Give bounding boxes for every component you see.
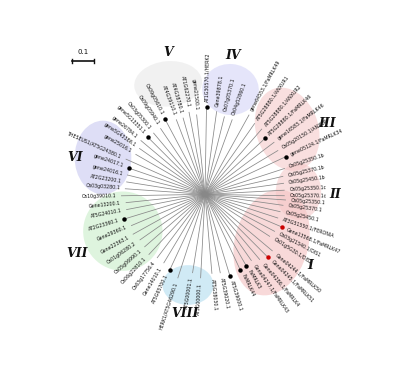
Text: II: II [330,188,341,201]
Text: Os05g25450.1: Os05g25450.1 [284,210,319,223]
Text: Os05g25350.1c: Os05g25350.1c [289,185,327,192]
Text: AT4G39110.1: AT4G39110.1 [161,84,177,116]
Text: Gene39878.1: Gene39878.1 [215,74,224,107]
Text: gene24016.1: gene24016.1 [91,164,123,176]
Text: gene5G13351.1: gene5G13351.1 [116,105,146,135]
Text: Os09g05610.1: Os09g05610.1 [144,83,165,116]
Text: Os03g21540.1/DIS1: Os03g21540.1/DIS1 [278,231,322,258]
Text: Os63g17756.4: Os63g17756.4 [131,260,156,291]
Text: Os07g05370.1: Os07g05370.1 [223,78,236,113]
Text: Gene04244.1/FaMRLK50: Gene04244.1/FaMRLK50 [274,252,322,293]
Text: AT5G00000.1: AT5G00000.1 [196,283,203,315]
Text: gene25016.1: gene25016.1 [103,134,133,154]
Text: Os04g52860.1: Os04g52860.1 [232,81,248,116]
Text: AT5G39020.1: AT5G39020.1 [219,277,230,309]
Ellipse shape [83,191,162,271]
Text: Os09g05940.1: Os09g05940.1 [136,94,160,126]
Text: AT4G38780.1: AT4G38780.1 [170,82,184,114]
Text: gene21500.1: gene21500.1 [190,78,199,110]
Text: gene24017.1: gene24017.1 [93,154,125,169]
Text: Os05g25370.1b: Os05g25370.1b [287,164,325,178]
Text: Os03g03280.1: Os03g03280.1 [85,184,120,191]
Text: Gene22363.1: Gene22363.1 [99,234,130,254]
Ellipse shape [134,61,202,107]
Text: gene05124.1/FaMRLK34: gene05124.1/FaMRLK34 [290,128,344,157]
Text: Os05g20150.1/ANXUR: Os05g20150.1/ANXUR [281,118,329,150]
Ellipse shape [276,163,321,220]
Text: Os05g25370.1: Os05g25370.1 [288,204,323,213]
Text: HERK1/AT5G46290.1: HERK1/AT5G46290.1 [159,282,179,330]
Text: Gene13568.1/FaMRLK47: Gene13568.1/FaMRLK47 [286,227,341,254]
Text: Gene04286.1/FaMRLK4: Gene04286.1/FaMRLK4 [261,262,300,307]
Ellipse shape [233,190,310,296]
Text: Os05g06990.1: Os05g06990.1 [113,248,142,275]
Ellipse shape [75,121,131,194]
Text: Gene13200.1: Gene13200.1 [89,201,121,209]
Text: FaMRLK3: FaMRLK3 [246,269,262,290]
Text: Os05g25450.1b: Os05g25450.1b [288,175,326,185]
Text: AT2G23360.1: AT2G23360.1 [88,218,120,233]
Text: AT1G30570.1/HERK2: AT1G30570.1/HERK2 [204,53,210,102]
Text: AT5G65700.1: AT5G65700.1 [152,274,170,305]
Text: Os10g39010.1: Os10g39010.1 [82,194,116,199]
Text: VIII: VIII [172,307,199,320]
Ellipse shape [162,265,214,305]
Text: VI: VI [67,151,82,164]
Text: Os03g05300.1: Os03g05300.1 [126,101,152,131]
Text: III: III [318,117,336,130]
Text: gene26784.1: gene26784.1 [111,115,139,139]
Text: I: I [307,259,313,272]
Text: AT5G24010.1: AT5G24010.1 [90,208,122,219]
Text: Os01g06280.2: Os01g06280.2 [106,241,137,265]
Text: Gene04245.1/FaMRLK51: Gene04245.1/FaMRLK51 [270,259,314,304]
Text: Gene04247.1/FaMRLK43: Gene04247.1/FaMRLK43 [252,263,290,314]
Text: AT5G39000.1: AT5G39000.1 [229,280,243,312]
Text: FaMRLK44: FaMRLK44 [240,274,255,298]
Text: AT5G38030.1: AT5G38030.1 [210,278,218,311]
Text: gene16583.1/FaMRLK46: gene16583.1/FaMRLK46 [276,103,326,141]
Text: THESEUS1/AT5G24380.1: THESEUS1/AT5G24380.1 [67,131,122,159]
Text: Os05g25350.1: Os05g25350.1 [290,198,325,205]
Text: V: V [163,46,173,59]
Text: AT5G28880.1/ANXUR2: AT5G28880.1/ANXUR2 [263,83,302,127]
Text: Gene29360.1: Gene29360.1 [96,225,128,243]
Text: VII: VII [67,247,88,260]
Text: Os05g25370.1c: Os05g25370.1c [289,193,327,199]
Text: AT5G00001.1: AT5G00001.1 [184,277,194,309]
Ellipse shape [202,64,259,115]
Text: Os06g22810.1: Os06g22810.1 [120,256,147,285]
Text: AT2G23200.1: AT2G23200.1 [90,174,122,184]
Ellipse shape [255,88,320,171]
Text: gene64553.1/FaMRLK49: gene64553.1/FaMRLK49 [249,59,282,112]
Text: AT1G62270.1: AT1G62270.1 [180,75,190,108]
Text: AT5G28880.1/FaMRLK46: AT5G28880.1/FaMRLK46 [267,93,313,137]
Text: AT5G28880.1/ANXUR1: AT5G28880.1/ANXUR1 [256,74,290,121]
Text: Os01g5G30.1/DIS2: Os01g5G30.1/DIS2 [272,237,313,266]
Text: Gene14010.1: Gene14010.1 [142,266,163,296]
Text: IV: IV [226,49,241,62]
Text: 0.1: 0.1 [78,49,89,55]
Text: Os05g25350.1b: Os05g25350.1b [288,153,326,169]
Text: AT3G51550.1/FERONIA: AT3G51550.1/FERONIA [282,217,335,239]
Text: gene5G43386.1: gene5G43386.1 [102,121,137,148]
